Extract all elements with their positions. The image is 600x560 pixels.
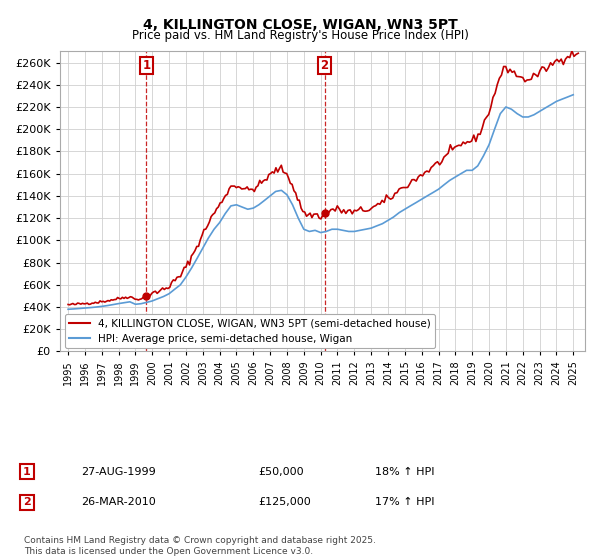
Text: 17% ↑ HPI: 17% ↑ HPI	[375, 497, 434, 507]
Text: £50,000: £50,000	[258, 466, 304, 477]
Text: Contains HM Land Registry data © Crown copyright and database right 2025.
This d: Contains HM Land Registry data © Crown c…	[24, 536, 376, 556]
Text: Price paid vs. HM Land Registry's House Price Index (HPI): Price paid vs. HM Land Registry's House …	[131, 29, 469, 42]
Text: 1: 1	[142, 59, 151, 72]
Legend: 4, KILLINGTON CLOSE, WIGAN, WN3 5PT (semi-detached house), HPI: Average price, s: 4, KILLINGTON CLOSE, WIGAN, WN3 5PT (sem…	[65, 314, 435, 348]
Text: £125,000: £125,000	[258, 497, 311, 507]
Text: 27-AUG-1999: 27-AUG-1999	[81, 466, 156, 477]
Text: 2: 2	[320, 59, 329, 72]
Text: 2: 2	[23, 497, 31, 507]
Text: 18% ↑ HPI: 18% ↑ HPI	[375, 466, 434, 477]
Text: 1: 1	[23, 466, 31, 477]
Text: 4, KILLINGTON CLOSE, WIGAN, WN3 5PT: 4, KILLINGTON CLOSE, WIGAN, WN3 5PT	[143, 18, 457, 32]
Text: 26-MAR-2010: 26-MAR-2010	[81, 497, 156, 507]
